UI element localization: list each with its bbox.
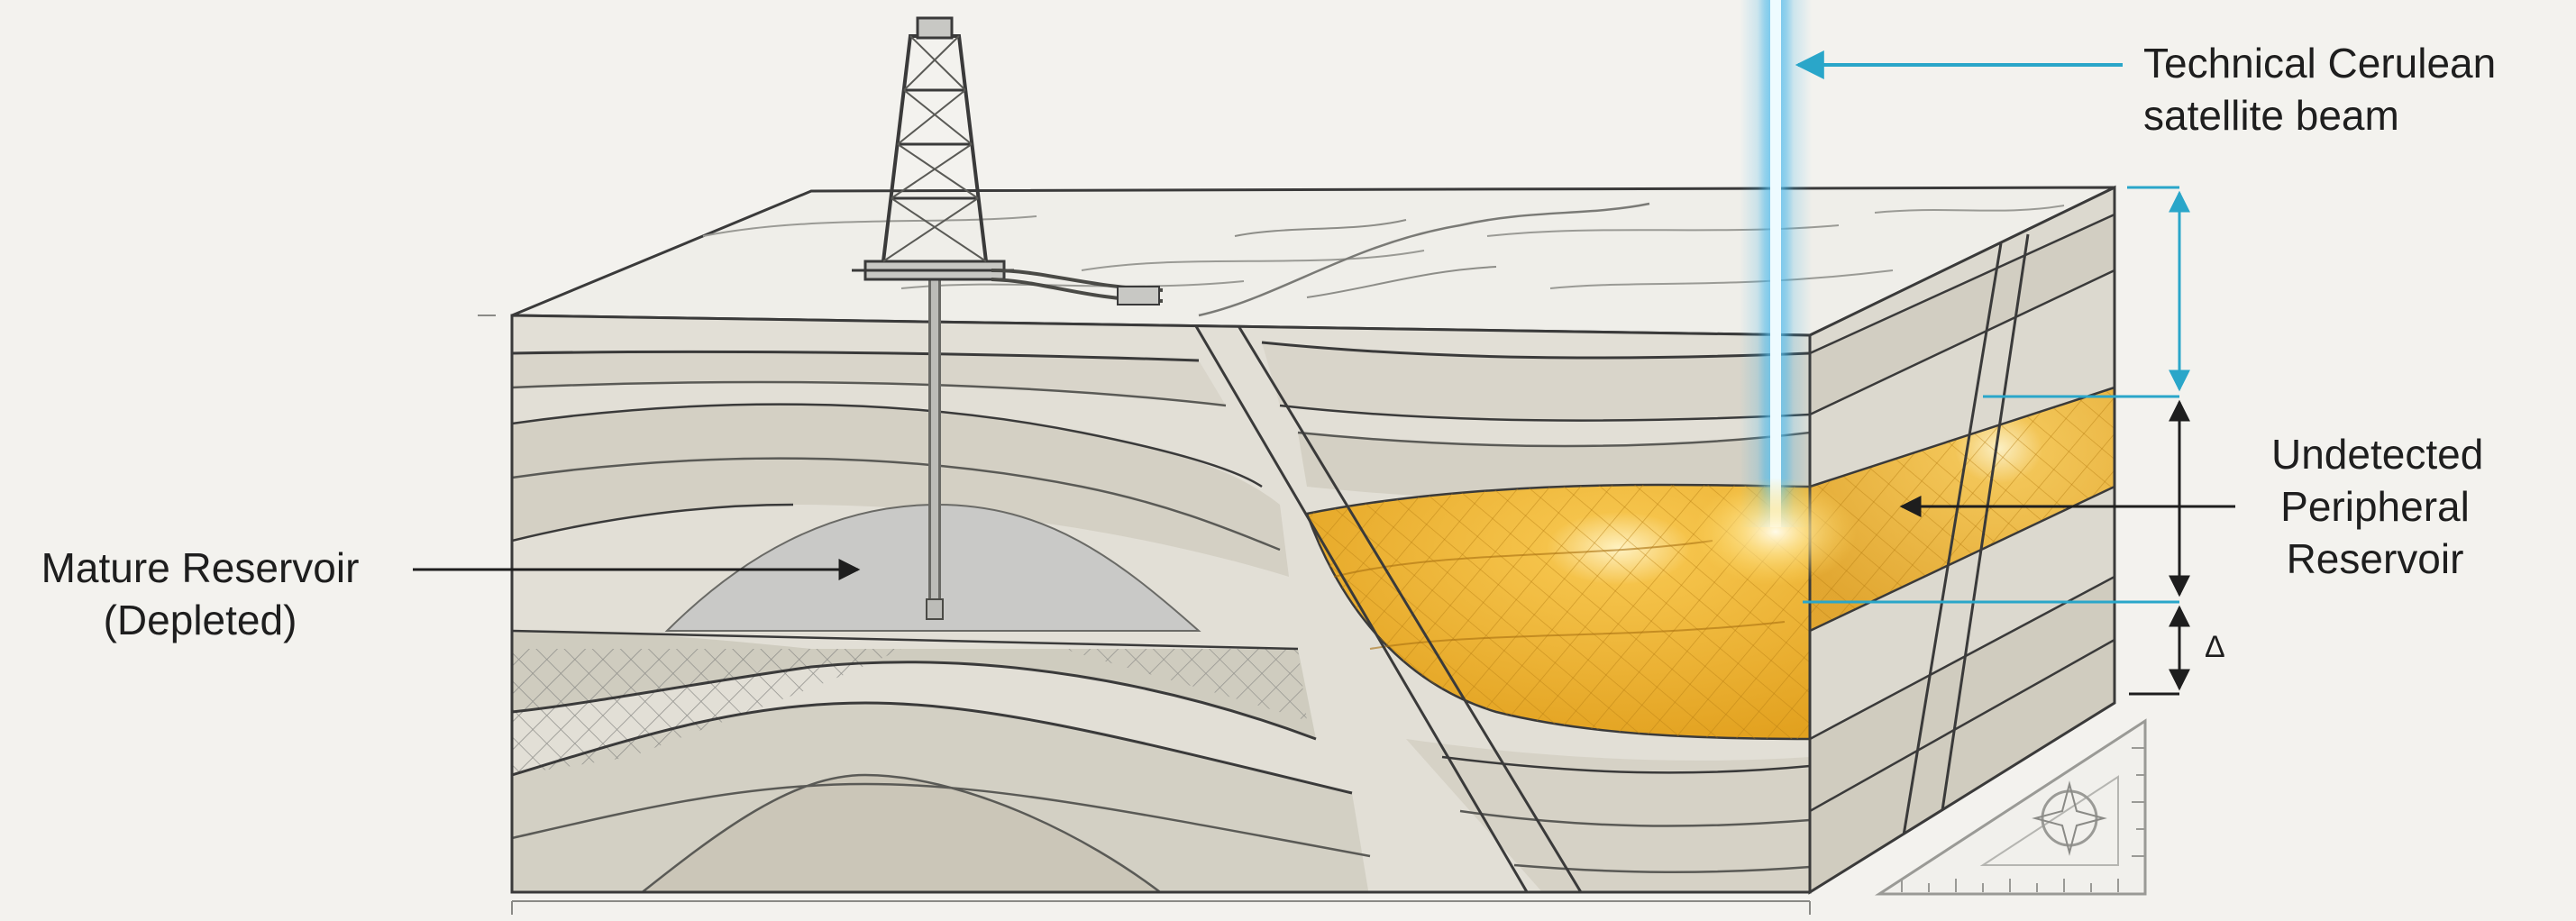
beam-label-line1: Technical Cerulean: [2143, 40, 2497, 87]
mature-label-line1: Mature Reservoir: [41, 544, 360, 591]
undetected-label-line1: Undetected: [2271, 431, 2484, 478]
annotation-lines: [413, 50, 2235, 915]
mature-label-line2: (Depleted): [103, 597, 297, 643]
oil-derrick-icon: [852, 16, 1164, 620]
undetected-label-line3: Reservoir: [2286, 535, 2464, 582]
satellite-beam: [1694, 0, 1857, 586]
block-side-face: [1810, 187, 2115, 892]
undetected-label-line2: Peripheral: [2280, 483, 2470, 530]
block-front-face: [512, 315, 1810, 892]
beam-label-line2: satellite beam: [2143, 92, 2399, 139]
set-square-compass-icon: [1874, 718, 2147, 896]
delta-label: Δ: [2205, 630, 2225, 664]
